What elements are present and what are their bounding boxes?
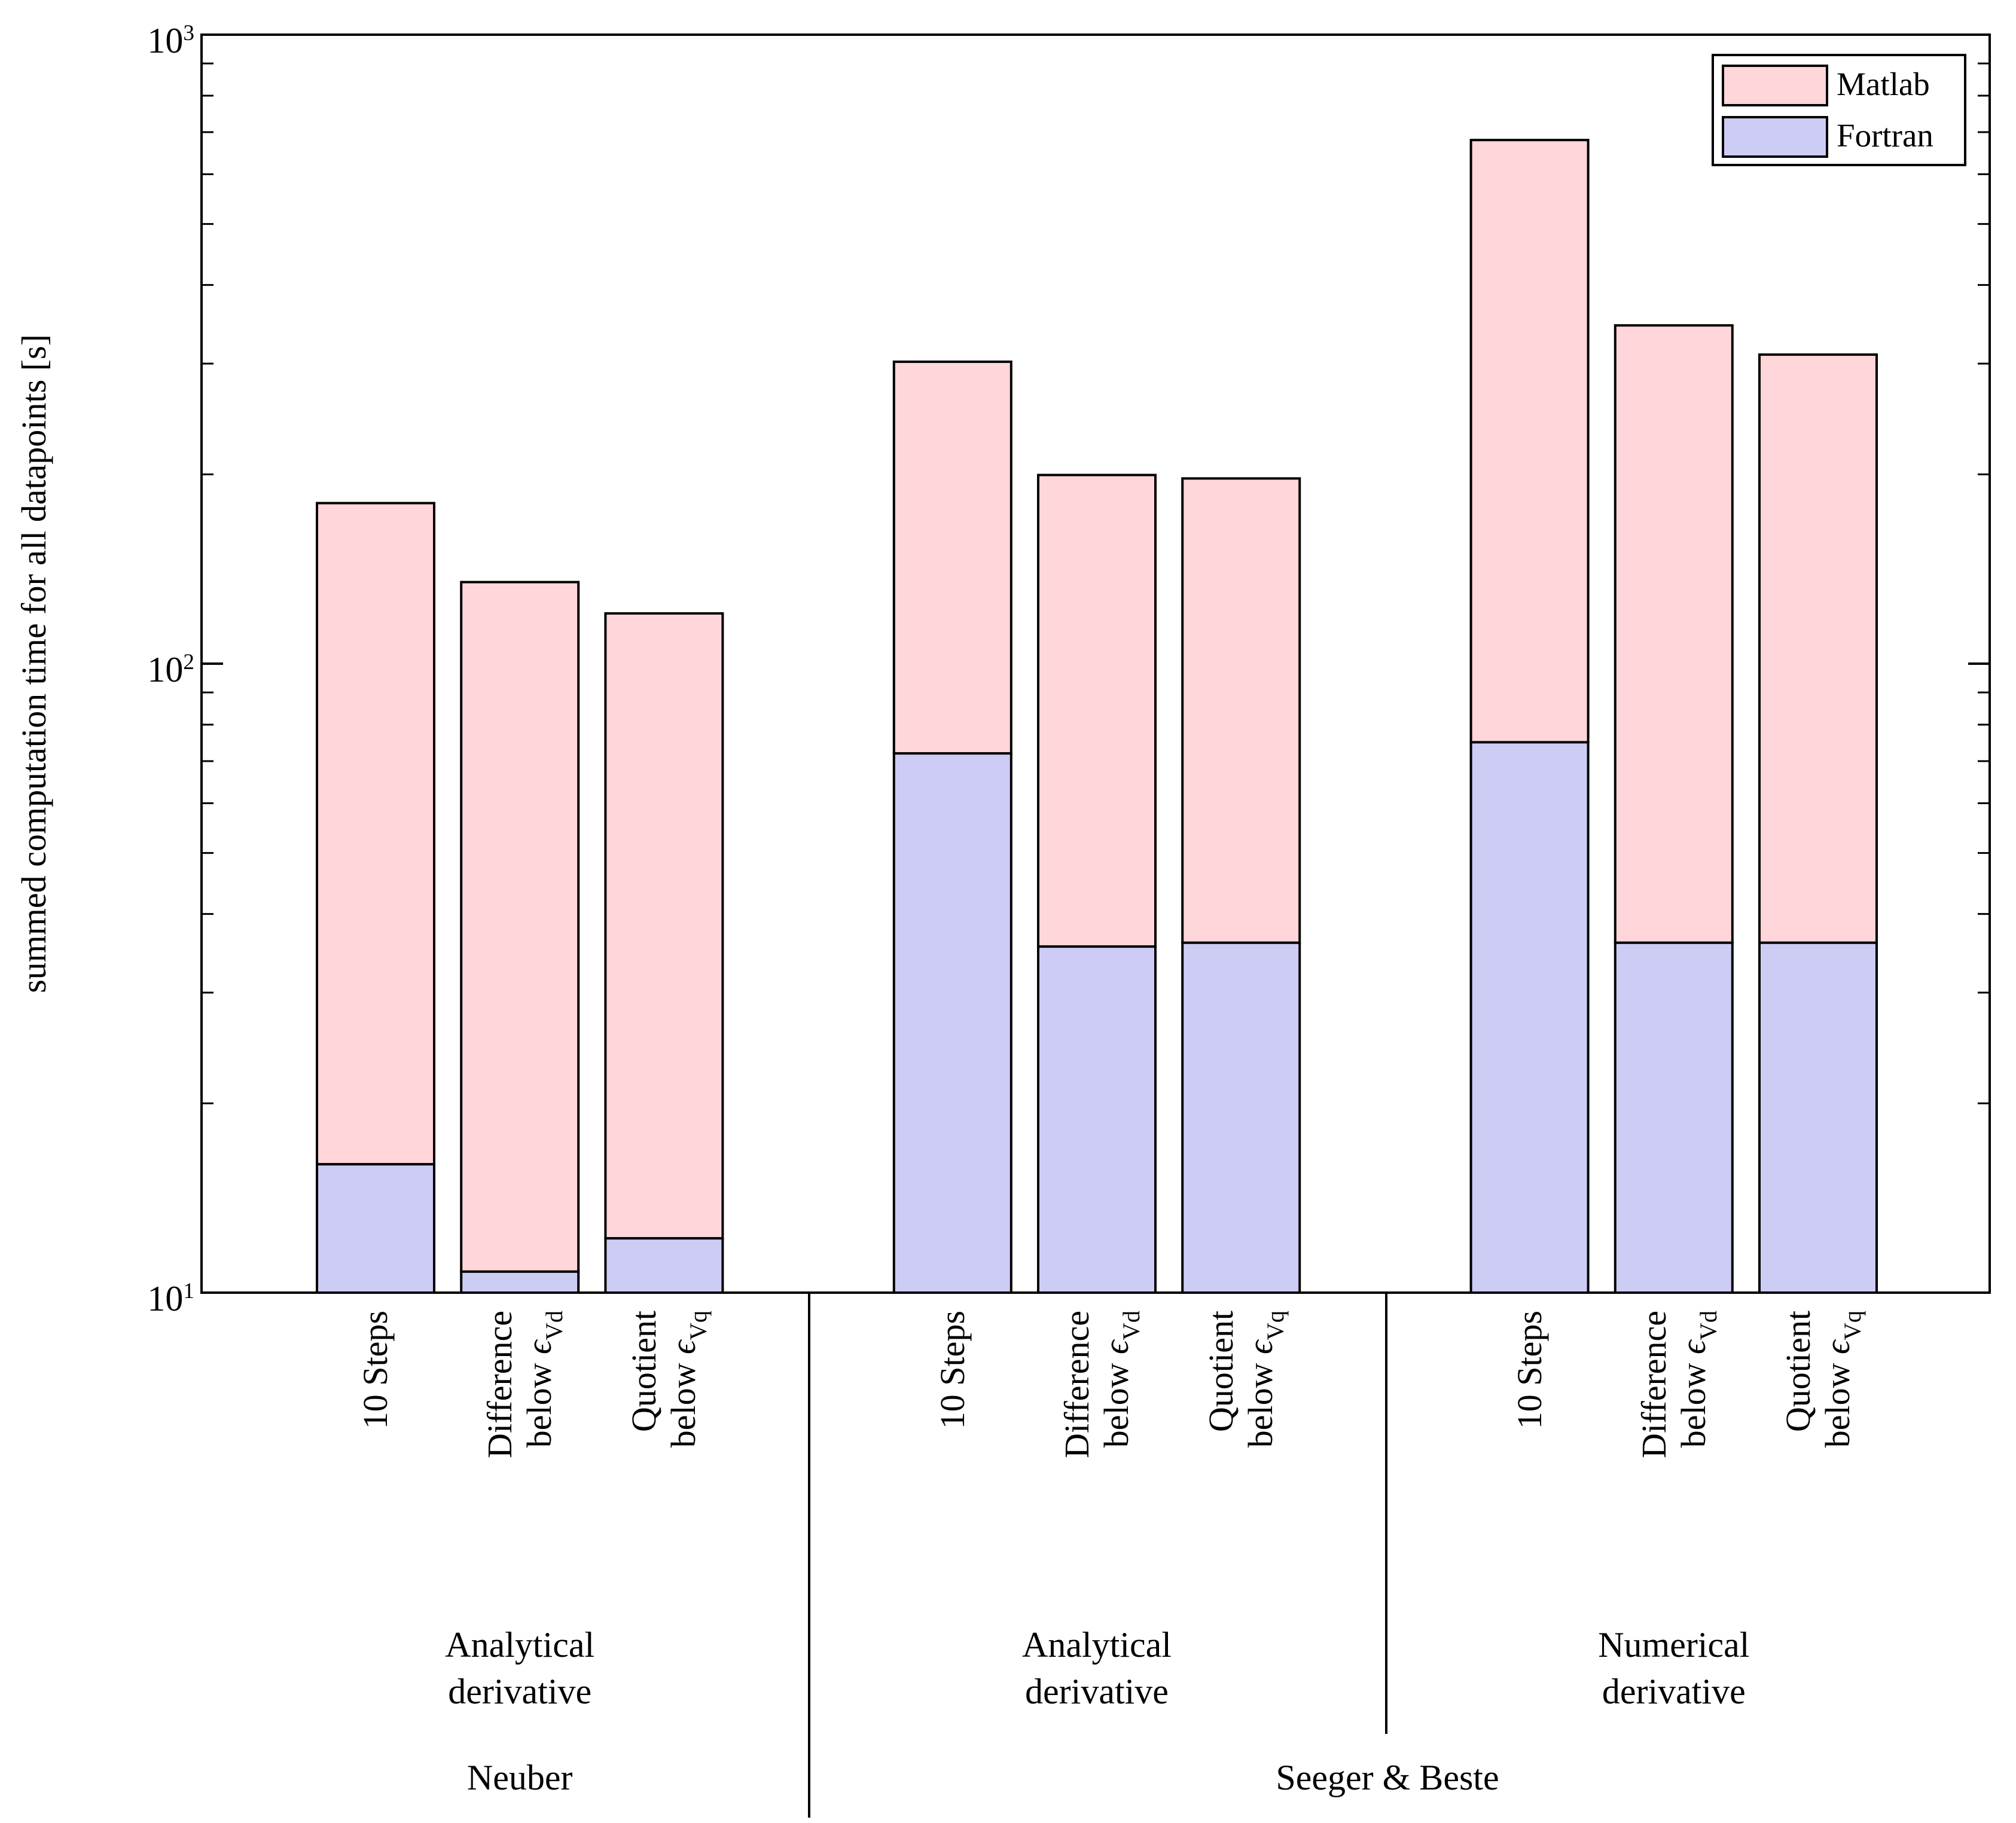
- legend-label-matlab: Matlab: [1837, 66, 1930, 102]
- bar-4-fortran-segment: [1037, 945, 1157, 1294]
- bar-8-fortran-segment: [1758, 941, 1878, 1294]
- super-group-label-neuber: Neuber: [466, 1758, 573, 1797]
- legend-swatch-fortran: [1722, 116, 1828, 158]
- bar-7-matlab-segment: [1614, 324, 1734, 944]
- legend: Matlab Fortran: [1712, 54, 1966, 166]
- bar-0-fortran-segment: [316, 1163, 435, 1294]
- legend-label-fortran: Fortran: [1837, 117, 1933, 154]
- bar-7-fortran-segment: [1614, 941, 1734, 1294]
- bar-1-fortran-segment: [460, 1270, 580, 1294]
- bar-5-fortran-segment: [1181, 941, 1301, 1294]
- bar-0-matlab-segment: [316, 502, 435, 1166]
- bar-4-matlab-segment: [1037, 474, 1157, 948]
- bar-3-matlab-segment: [892, 361, 1012, 755]
- bar-3-fortran-segment: [892, 752, 1012, 1294]
- bar-5-matlab-segment: [1181, 477, 1301, 944]
- bar-6-matlab-segment: [1469, 139, 1590, 744]
- bar-1-matlab-segment: [460, 581, 580, 1273]
- y-tick-label-10e1: 101: [147, 1279, 194, 1318]
- bar-2-fortran-segment: [604, 1237, 724, 1294]
- bar-2-matlab-segment: [604, 612, 724, 1240]
- y-tick-label-10e2: 102: [147, 650, 194, 689]
- y-axis-title: summed computation time for all datapoin…: [14, 334, 53, 993]
- legend-swatch-matlab: [1722, 65, 1828, 106]
- group-label-0: Analytical derivative: [445, 1625, 595, 1711]
- bar-8-matlab-segment: [1758, 353, 1878, 944]
- y-tick-label-10e3: 103: [147, 21, 194, 60]
- group-label-1: Analytical derivative: [1022, 1625, 1172, 1711]
- bar-6-fortran-segment: [1469, 741, 1590, 1294]
- group-label-2: Numerical derivative: [1598, 1625, 1750, 1711]
- super-group-label-seeger-beste: Seeger & Beste: [1276, 1758, 1499, 1797]
